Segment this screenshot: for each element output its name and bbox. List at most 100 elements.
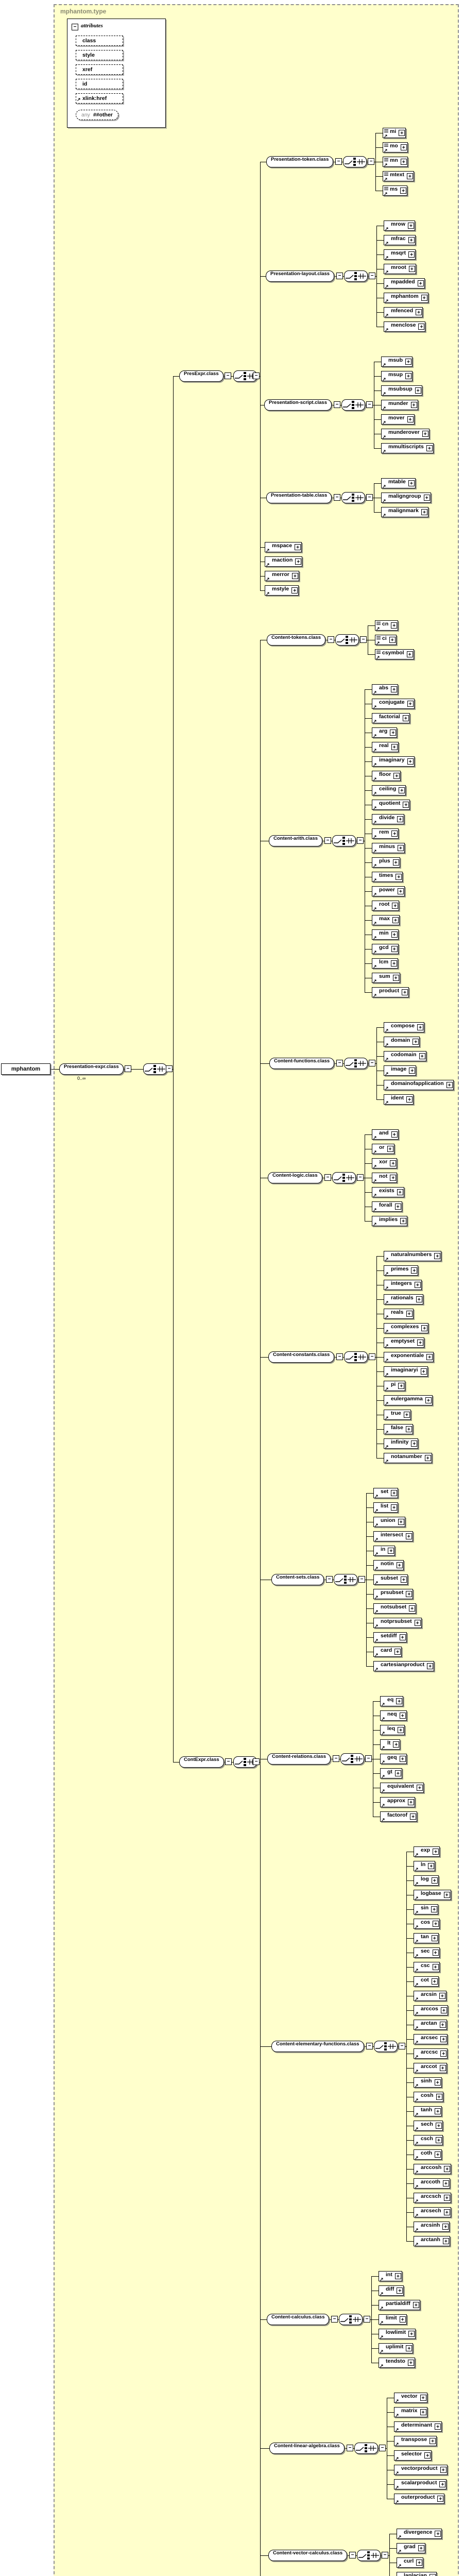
element-ref-limit[interactable]: ↗ limit + <box>379 2314 407 2325</box>
element-ref-arccsc[interactable]: ↗ arccsc + <box>414 2048 448 2059</box>
expand-icon[interactable]: + <box>393 1741 400 1748</box>
expand-icon[interactable]: + <box>403 1412 410 1418</box>
element-ref-lowlimit[interactable]: ↗ lowlimit + <box>379 2329 416 2340</box>
element-ref-mpadded[interactable]: ↗ mpadded + <box>384 278 425 289</box>
expand-icon[interactable]: + <box>411 1267 418 1274</box>
expand-icon[interactable]: + <box>408 480 415 486</box>
expand-icon[interactable]: + <box>440 2036 447 2042</box>
element-ref-mstyle[interactable]: ↗ mstyle + <box>265 585 299 596</box>
element-ref-not[interactable]: ↗ not + <box>372 1173 398 1183</box>
element-ref-tendsto[interactable]: ↗ tendsto + <box>379 2358 415 2368</box>
attribute-xlink-href[interactable]: ↗ xlink:href <box>76 93 123 104</box>
expand-icon[interactable]: + <box>443 1892 450 1898</box>
expand-icon[interactable]: + <box>427 1663 434 1669</box>
element-ref-arctan[interactable]: ↗ arctan + <box>414 2020 447 2030</box>
element-ref-infinity[interactable]: ↗ infinity + <box>384 1438 419 1449</box>
expand-icon[interactable]: + <box>405 1533 412 1539</box>
choice-compositor-icon[interactable] <box>341 492 365 503</box>
expand-icon[interactable]: + <box>399 1756 406 1762</box>
collapse-icon[interactable]: − <box>357 837 364 844</box>
element-ref-partialdiff[interactable]: ↗ partialdiff + <box>379 2300 420 2311</box>
expand-icon[interactable]: + <box>434 1253 441 1259</box>
element-ref-mphantom[interactable]: ↗ mphantom + <box>384 293 428 303</box>
element-ref-gcd[interactable]: ↗ gcd + <box>372 944 399 955</box>
element-ref-log[interactable]: ↗ log + <box>414 1875 439 1886</box>
element-ref-laplacian[interactable]: ↗laplacian+ <box>397 2572 437 2576</box>
element-ref-coth[interactable]: ↗ coth + <box>414 2149 442 2160</box>
element-ref-domain[interactable]: ↗ domain + <box>384 1037 420 1047</box>
expand-icon[interactable]: + <box>406 1096 413 1103</box>
element-ref-codomain[interactable]: ↗ codomain + <box>384 1051 426 1062</box>
element-ref-mn[interactable]: ↗ mn + <box>383 157 408 167</box>
choice-compositor-icon[interactable] <box>340 1753 364 1765</box>
expand-icon[interactable]: + <box>414 1282 421 1288</box>
collapse-icon[interactable]: − <box>225 1758 232 1765</box>
collapse-icon[interactable]: − <box>365 1755 372 1762</box>
expand-icon[interactable]: + <box>414 1620 421 1626</box>
expand-icon[interactable]: + <box>406 651 413 657</box>
attribute-id[interactable]: id <box>76 79 123 89</box>
expand-icon[interactable]: + <box>408 266 415 272</box>
element-ref-prsubset[interactable]: ↗ prsubset + <box>373 1589 414 1600</box>
expand-icon[interactable]: + <box>446 1082 453 1088</box>
element-ref-quotient[interactable]: ↗ quotient + <box>372 800 410 810</box>
expand-icon[interactable]: + <box>431 1906 438 1912</box>
choice-compositor-icon[interactable] <box>343 156 367 167</box>
expand-icon[interactable]: + <box>391 1490 398 1496</box>
expand-icon[interactable]: + <box>396 874 402 880</box>
group-content-relations-class[interactable]: Content-relations.class <box>267 1753 331 1765</box>
expand-icon[interactable]: + <box>439 2065 446 2071</box>
expand-icon[interactable]: + <box>418 2545 424 2551</box>
expand-icon[interactable]: + <box>424 2452 431 2459</box>
expand-icon[interactable]: + <box>399 2316 406 2323</box>
expand-icon[interactable]: + <box>417 1024 424 1030</box>
element-ref-determinant[interactable]: ↗ determinant + <box>394 2421 442 2432</box>
expand-icon[interactable]: + <box>399 787 405 793</box>
element-ref-cn[interactable]: ↗ cn + <box>375 620 399 631</box>
choice-compositor-icon[interactable] <box>339 2314 363 2325</box>
element-ref-min[interactable]: ↗ min + <box>372 929 399 940</box>
element-ref-cosh[interactable]: ↗ cosh + <box>414 2092 443 2103</box>
element-ref-arccos[interactable]: ↗ arccos + <box>414 2005 448 2016</box>
collapse-icon[interactable]: − <box>335 158 342 165</box>
expand-icon[interactable]: + <box>391 831 398 837</box>
element-ref-msqrt[interactable]: ↗ msqrt + <box>384 249 416 260</box>
choice-compositor-icon[interactable] <box>374 2041 398 2052</box>
group-content-linear-algebra-class[interactable]: Content-linear-algebra.class <box>269 2443 345 2454</box>
expand-icon[interactable]: + <box>291 573 298 579</box>
element-ref-sinh[interactable]: ↗ sinh + <box>414 2077 442 2088</box>
expand-icon[interactable]: + <box>400 144 407 150</box>
expand-icon[interactable]: + <box>440 2007 447 2013</box>
element-ref-arccoth[interactable]: ↗ arccoth + <box>414 2178 450 2189</box>
element-ref-arctanh[interactable]: ↗ arctanh + <box>414 2236 450 2247</box>
group-presentation-script-class[interactable]: Presentation-script.class <box>264 399 332 411</box>
expand-icon[interactable]: + <box>421 509 427 515</box>
expand-icon[interactable]: + <box>406 1591 413 1597</box>
element-ref-exponentiale[interactable]: ↗ exponentiale + <box>384 1352 434 1363</box>
element-ref-notin[interactable]: ↗ notin + <box>373 1560 404 1571</box>
choice-compositor-icon[interactable] <box>357 2550 381 2561</box>
expand-icon[interactable]: + <box>420 2395 426 2401</box>
element-ref-logbase[interactable]: ↗ logbase + <box>414 1890 451 1901</box>
expand-icon[interactable]: + <box>390 730 397 736</box>
expand-icon[interactable]: + <box>400 159 407 165</box>
expand-icon[interactable]: + <box>392 903 399 909</box>
group-presentation-expr-class[interactable]: Presentation-expr.class <box>59 1063 124 1075</box>
collapse-icon[interactable]: − <box>324 837 331 844</box>
element-ref-ident[interactable]: ↗ ident + <box>384 1094 414 1105</box>
element-ref-scalarproduct[interactable]: ↗ scalarproduct + <box>394 2479 447 2490</box>
expand-icon[interactable]: + <box>416 2560 423 2566</box>
collapse-icon[interactable]: − <box>328 636 334 643</box>
collapse-icon[interactable]: − <box>349 2552 356 2558</box>
expand-icon[interactable]: + <box>391 622 398 629</box>
collapse-icon[interactable]: − <box>225 372 231 379</box>
expand-icon[interactable]: + <box>439 1993 445 1999</box>
root-element-mphantom[interactable]: mphantom <box>1 1063 50 1075</box>
expand-icon[interactable]: + <box>419 1053 425 1059</box>
collapse-icon[interactable]: − <box>253 372 260 379</box>
element-ref-tan[interactable]: ↗ tan + <box>414 1933 439 1944</box>
element-ref-arccsch[interactable]: ↗ arccsch + <box>414 2193 451 2204</box>
expand-icon[interactable]: + <box>397 845 404 851</box>
expand-icon[interactable]: + <box>405 373 412 379</box>
expand-icon[interactable]: + <box>394 1204 401 1210</box>
